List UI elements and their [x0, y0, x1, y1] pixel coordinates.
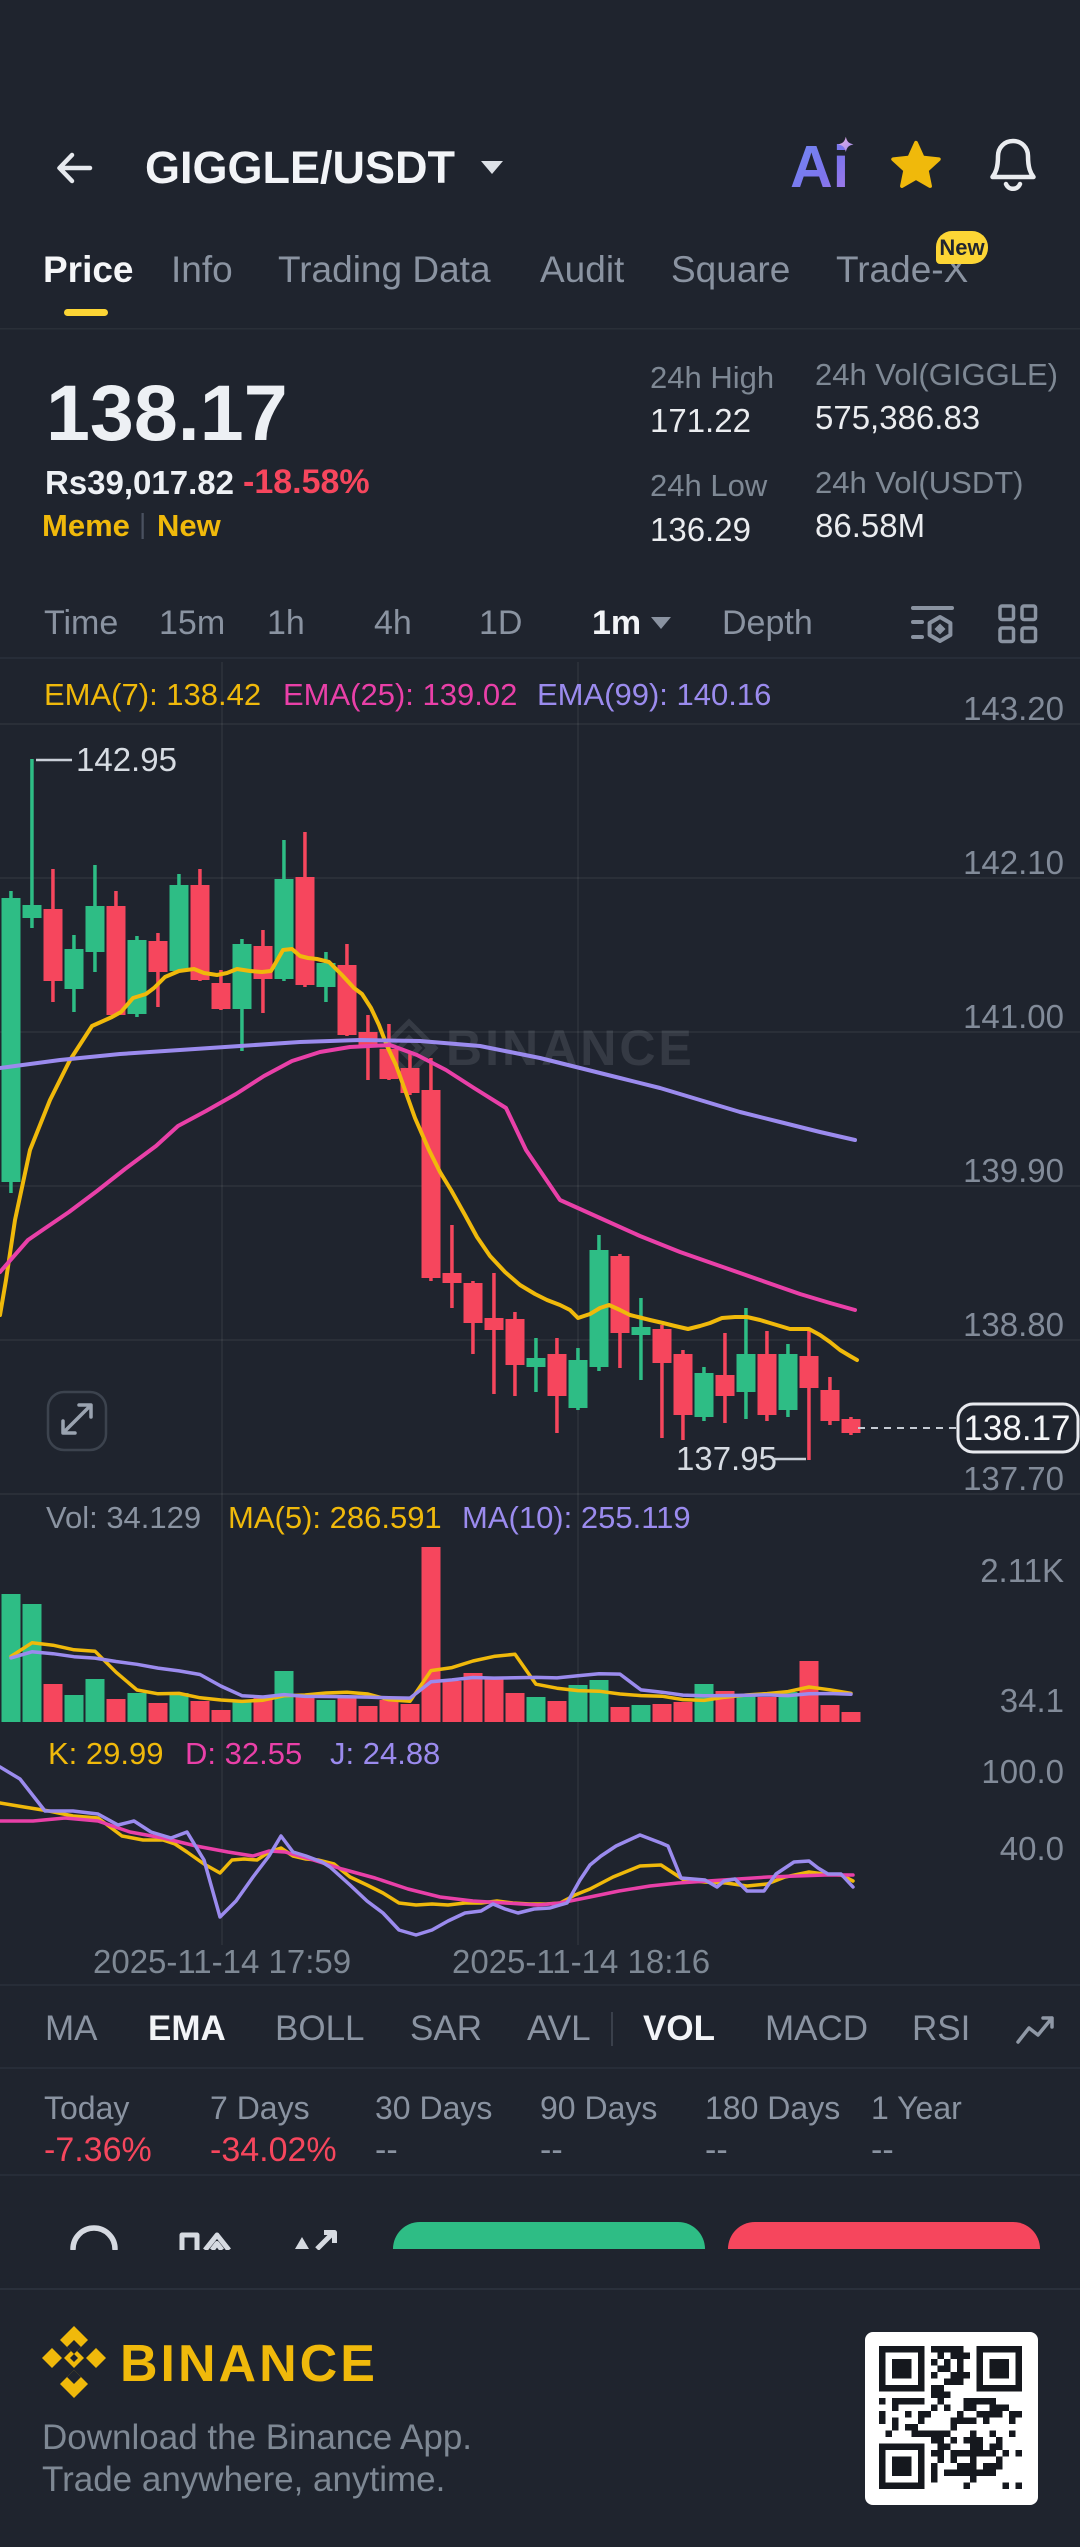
svg-text:EMA(99): 140.16: EMA(99): 140.16 — [537, 677, 771, 712]
svg-text:141.00: 141.00 — [963, 998, 1064, 1035]
svg-text:J: 24.88: J: 24.88 — [330, 1736, 440, 1771]
svg-text:142.95: 142.95 — [76, 741, 177, 778]
svg-text:2025-11-14 17:59: 2025-11-14 17:59 — [93, 1943, 351, 1980]
svg-text:2025-11-14 18:16: 2025-11-14 18:16 — [452, 1943, 710, 1980]
svg-text:34.1: 34.1 — [1000, 1682, 1064, 1719]
svg-text:D: 32.55: D: 32.55 — [185, 1736, 302, 1771]
svg-text:2.11K: 2.11K — [980, 1552, 1064, 1589]
svg-text:EMA(7): 138.42: EMA(7): 138.42 — [44, 677, 261, 712]
svg-text:138.80: 138.80 — [963, 1306, 1064, 1343]
svg-text:Vol: 34.129: Vol: 34.129 — [46, 1500, 201, 1535]
svg-text:137.70: 137.70 — [963, 1460, 1064, 1497]
svg-text:142.10: 142.10 — [963, 844, 1064, 881]
svg-text:137.95: 137.95 — [676, 1440, 777, 1477]
svg-text:Ai: Ai — [790, 135, 849, 200]
svg-text:K: 29.99: K: 29.99 — [48, 1736, 163, 1771]
svg-text:138.17: 138.17 — [963, 1409, 1070, 1448]
svg-text:139.90: 139.90 — [963, 1152, 1064, 1189]
svg-text:EMA(25): 139.02: EMA(25): 139.02 — [283, 677, 517, 712]
svg-text:MA(10): 255.119: MA(10): 255.119 — [462, 1500, 691, 1535]
svg-text:143.20: 143.20 — [963, 690, 1064, 727]
svg-text:MA(5): 286.591: MA(5): 286.591 — [228, 1500, 442, 1535]
svg-text:100.0: 100.0 — [981, 1753, 1064, 1790]
svg-text:40.0: 40.0 — [1000, 1830, 1064, 1867]
